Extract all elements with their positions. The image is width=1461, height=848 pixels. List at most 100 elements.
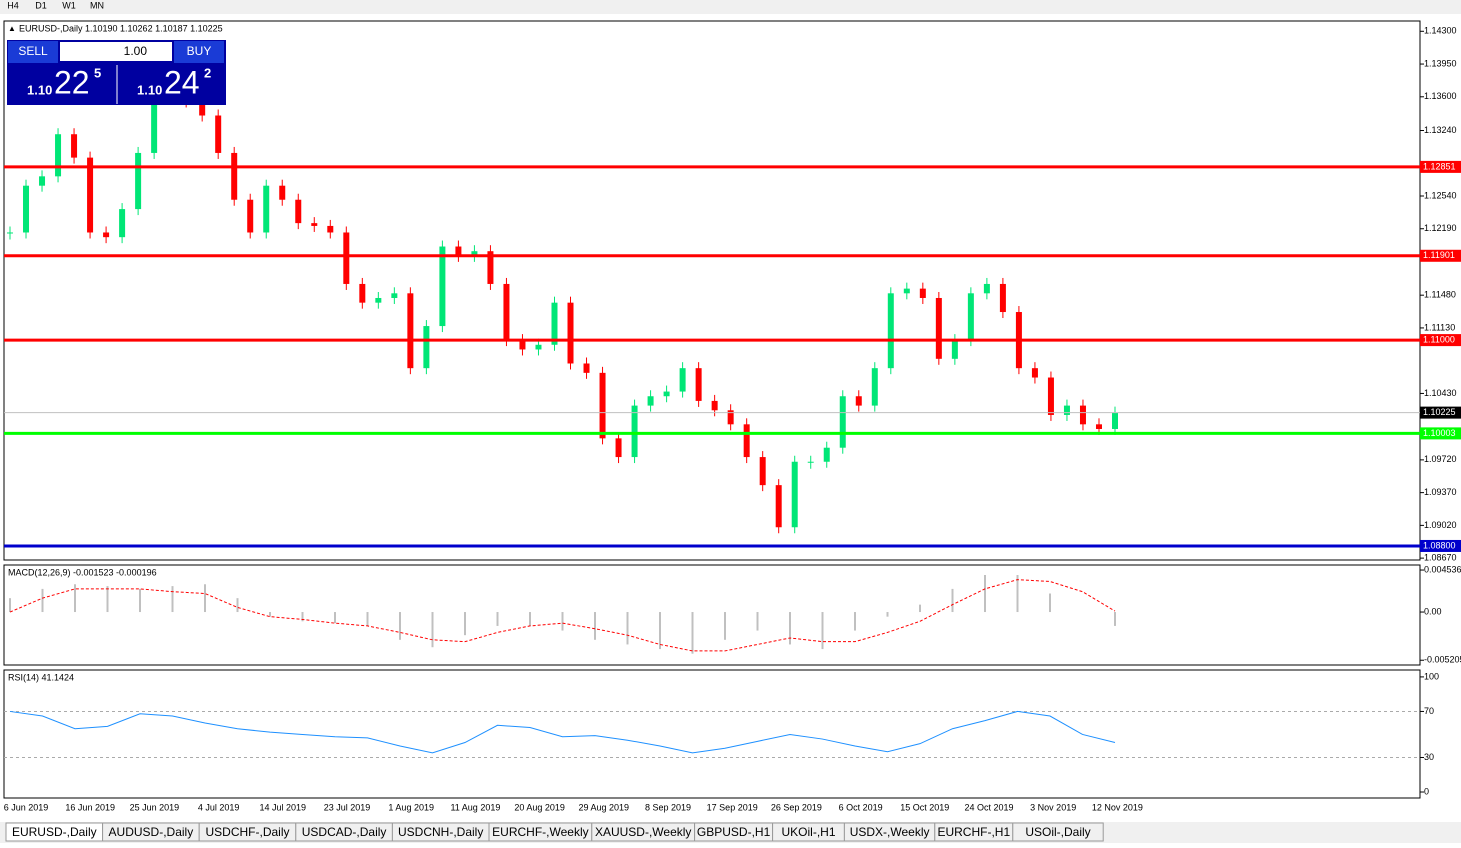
y-tick-label: -0.005205 <box>1424 655 1461 665</box>
trade-panel: SELL BUY 1.00 1.10 22 5 1.10 24 2 <box>7 40 226 105</box>
level-label: 1.08800 <box>1423 540 1456 550</box>
y-tick-label: 1.11130 <box>1424 322 1455 332</box>
candle <box>967 293 974 341</box>
candle <box>7 232 13 234</box>
x-tick-label: 24 Oct 2019 <box>964 802 1013 812</box>
candle <box>679 368 686 392</box>
y-tick-label: 0.00 <box>1424 606 1442 616</box>
candle <box>903 288 910 294</box>
current-price-tag <box>1420 406 1461 419</box>
timeframe-tab[interactable]: D1 <box>35 0 47 10</box>
candle <box>71 134 78 158</box>
candle <box>519 340 526 350</box>
ask-small: 2 <box>204 65 211 80</box>
volume: 1.00 <box>124 44 148 58</box>
x-tick-label: 29 Aug 2019 <box>579 802 630 812</box>
y-tick-label: 1.13950 <box>1424 58 1457 68</box>
level-label: 1.11000 <box>1423 334 1455 344</box>
y-tick-label: 1.12540 <box>1424 190 1457 200</box>
timeframe-tab[interactable]: W1 <box>62 0 76 10</box>
candle <box>1063 405 1070 415</box>
candle <box>135 152 142 210</box>
x-tick-label: 11 Aug 2019 <box>450 802 500 812</box>
candle <box>567 302 574 364</box>
candle <box>855 396 862 406</box>
candle <box>583 363 590 373</box>
symbol-tab-label: EURCHF-,H1 <box>937 825 1010 839</box>
panel-title: RSI(14) 41.1424 <box>8 672 74 682</box>
buy-button[interactable] <box>174 41 224 63</box>
x-tick-label: 8 Sep 2019 <box>645 802 691 812</box>
candle <box>439 246 446 327</box>
candle <box>503 283 510 341</box>
x-tick-label: 14 Jul 2019 <box>260 802 307 812</box>
y-tick-label: 1.10430 <box>1424 388 1457 398</box>
candle <box>951 340 958 359</box>
candle <box>423 326 430 369</box>
x-tick-label: 12 Nov 2019 <box>1092 802 1143 812</box>
y-tick-label: 100 <box>1424 671 1439 681</box>
symbol-tab[interactable] <box>1012 822 1104 842</box>
candle <box>935 297 942 359</box>
candle <box>615 438 622 458</box>
x-tick-label: 16 Jun 2019 <box>65 802 115 812</box>
candle <box>1079 405 1086 425</box>
timeframe-tab[interactable]: H4 <box>7 0 19 10</box>
y-tick-label: 1.13600 <box>1424 91 1457 101</box>
y-tick-label: 70 <box>1424 706 1434 716</box>
bid-big: 22 <box>54 64 90 100</box>
candle <box>231 152 238 200</box>
volume-box[interactable] <box>60 42 172 61</box>
signal-line <box>9 579 1116 652</box>
symbol-icon: ▲ <box>8 24 16 33</box>
candle <box>1031 368 1038 378</box>
sell-button[interactable] <box>8 41 58 63</box>
candle <box>743 424 750 458</box>
symbol-tab-label: USDX-,Weekly <box>850 825 930 839</box>
candle <box>775 485 782 528</box>
y-tick-label: 1.13240 <box>1424 125 1457 135</box>
candle <box>23 185 30 233</box>
x-tick-label: 6 Jun 2019 <box>4 802 49 812</box>
symbol-tab-label: AUDUSD-,Daily <box>109 825 194 839</box>
candle <box>55 134 62 177</box>
y-tick-label: 1.14300 <box>1424 26 1457 36</box>
candle <box>87 157 94 233</box>
symbol-tab-label: USDCHF-,Daily <box>206 825 290 839</box>
level-tag <box>1420 334 1461 347</box>
panel-title: MACD(12,26,9) -0.001523 -0.000196 <box>8 567 157 577</box>
y-tick-label: 1.11480 <box>1424 290 1456 300</box>
x-tick-label: 26 Sep 2019 <box>771 802 822 812</box>
y-tick-label: 0 <box>1424 786 1429 796</box>
bid-small: 5 <box>94 65 101 80</box>
candle <box>823 447 830 462</box>
timeframe-tab[interactable]: MN <box>90 0 104 10</box>
symbol-tab-label: EURUSD-,Daily <box>12 825 97 839</box>
candle <box>695 368 702 401</box>
candle <box>487 251 494 284</box>
candle <box>151 92 158 153</box>
candle <box>119 209 126 238</box>
y-tick-label: 1.12190 <box>1424 223 1457 233</box>
level-label: 1.11901 <box>1423 250 1455 260</box>
sell-label: SELL <box>18 44 48 58</box>
candle <box>631 405 638 458</box>
symbol-tab-label: USDCNH-,Daily <box>398 825 483 839</box>
symbol-tab-label: GBPUSD-,H1 <box>697 825 771 839</box>
x-tick-label: 4 Jul 2019 <box>198 802 240 812</box>
level-label: 1.12851 <box>1423 161 1456 171</box>
candle <box>343 232 350 284</box>
candle <box>759 457 766 486</box>
x-tick-label: 20 Aug 2019 <box>514 802 565 812</box>
symbol-tab-label: XAUUSD-,Weekly <box>595 825 691 839</box>
level-label: 1.10003 <box>1423 428 1456 438</box>
ask-big: 24 <box>164 64 200 100</box>
candle <box>455 246 462 256</box>
symbol-tab-label: UKOil-,H1 <box>781 825 835 839</box>
candle <box>999 283 1006 313</box>
candle <box>407 293 414 369</box>
candle <box>359 283 366 303</box>
candle <box>1112 412 1118 429</box>
y-tick-label: 1.08670 <box>1424 553 1457 563</box>
candle <box>295 199 302 224</box>
